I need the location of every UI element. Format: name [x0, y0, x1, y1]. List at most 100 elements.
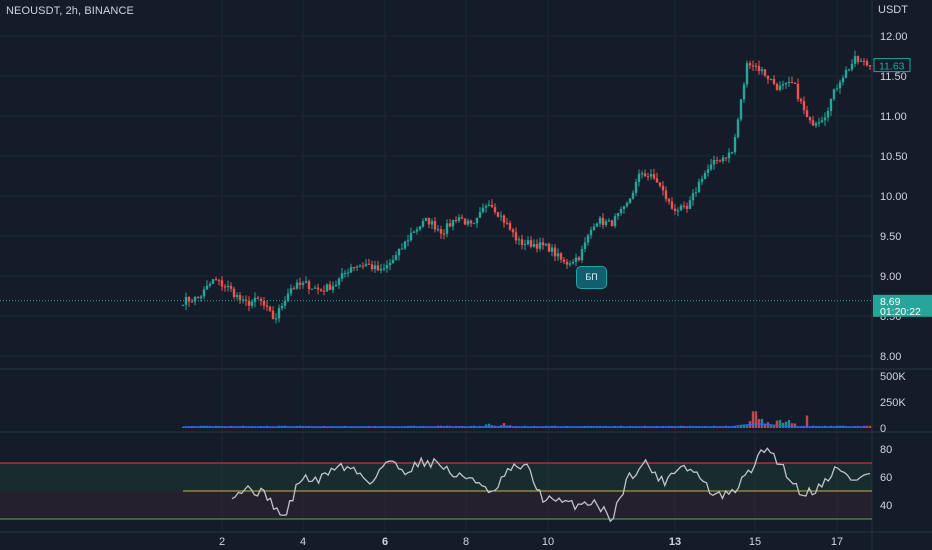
- candle: [211, 279, 215, 284]
- symbol-title[interactable]: NEOUSDT, 2h, BINANCE: [6, 5, 134, 17]
- candle: [643, 173, 647, 177]
- candle: [199, 296, 203, 299]
- candle: [358, 265, 362, 267]
- rsi-tick-label: 40: [880, 500, 892, 512]
- candle: [691, 193, 695, 201]
- candle: [208, 283, 212, 286]
- candle: [385, 265, 389, 269]
- candle: [394, 255, 398, 260]
- candle: [757, 66, 761, 72]
- volume-tick-label: 0: [880, 423, 886, 435]
- candle: [181, 304, 185, 306]
- candle: [670, 201, 674, 209]
- candle: [544, 243, 548, 246]
- candle: [340, 273, 344, 279]
- candle: [547, 243, 551, 252]
- volume-bar: [778, 419, 782, 428]
- candle: [382, 268, 386, 270]
- volume-bar: [256, 427, 260, 428]
- candle: [706, 169, 710, 173]
- candle: [661, 185, 665, 191]
- candle: [808, 117, 812, 121]
- countdown-label: 01:20:22: [880, 306, 921, 318]
- candle: [817, 122, 821, 124]
- candle: [310, 288, 314, 290]
- volume-bar: [859, 427, 863, 428]
- candle: [487, 204, 491, 207]
- rsi-band-upper: [0, 463, 872, 491]
- candle: [493, 206, 497, 213]
- candle: [598, 217, 602, 224]
- candle: [217, 280, 221, 282]
- volume-bar: [787, 420, 791, 428]
- candle: [622, 206, 626, 210]
- candle: [532, 244, 536, 247]
- candle: [325, 284, 329, 292]
- volume-bar: [370, 427, 374, 428]
- volume-bar: [616, 427, 620, 428]
- candle: [628, 198, 632, 203]
- candle: [466, 220, 470, 225]
- candle: [514, 232, 518, 241]
- candle: [859, 60, 863, 62]
- candle: [475, 217, 479, 224]
- candle: [520, 239, 524, 245]
- time-tick-label: 4: [300, 536, 306, 548]
- candle: [406, 240, 410, 242]
- volume-bar: [739, 425, 743, 428]
- candle: [655, 178, 659, 183]
- candle: [379, 268, 383, 271]
- candle: [424, 217, 428, 221]
- volume-bar: [775, 420, 779, 428]
- candle: [460, 217, 464, 219]
- candle: [448, 223, 452, 227]
- candle: [565, 261, 569, 265]
- candle: [418, 226, 422, 230]
- candle: [499, 215, 503, 217]
- candle: [679, 205, 683, 211]
- candle: [451, 219, 455, 227]
- annotation-label[interactable]: БП: [576, 266, 607, 289]
- rsi-line: [231, 447, 871, 523]
- candle: [745, 63, 749, 85]
- candle: [673, 208, 677, 211]
- price-tick-label: 11.50: [880, 71, 907, 83]
- candle: [202, 289, 206, 297]
- candle: [556, 253, 560, 257]
- volume-tick-label: 500K: [880, 371, 906, 383]
- candle: [637, 173, 641, 182]
- volume-tick-label: 250K: [880, 397, 906, 409]
- volume-bar: [868, 425, 872, 428]
- price-tick-label: 9.50: [880, 231, 901, 243]
- candle: [811, 120, 815, 126]
- candle: [298, 282, 302, 285]
- candle: [319, 289, 323, 291]
- candle: [715, 159, 719, 161]
- candle: [814, 123, 818, 126]
- candle: [850, 63, 854, 70]
- candle: [739, 99, 743, 120]
- candle: [478, 212, 482, 218]
- volume-bars: [181, 411, 872, 428]
- candle: [253, 297, 257, 302]
- candle: [274, 318, 278, 320]
- candle: [409, 232, 413, 241]
- candle: [292, 288, 296, 290]
- candle: [748, 63, 752, 66]
- candle: [625, 202, 629, 207]
- volume-bar: [850, 427, 854, 428]
- volume-bar: [658, 427, 662, 428]
- candle: [235, 295, 239, 298]
- candle: [289, 288, 293, 294]
- volume-bar: [487, 423, 491, 428]
- candle: [709, 164, 713, 170]
- candle: [685, 206, 689, 209]
- candle: [559, 253, 563, 260]
- time-tick-label: 13: [669, 536, 681, 548]
- candle: [457, 217, 461, 221]
- candle: [346, 272, 350, 274]
- candle: [523, 244, 527, 246]
- volume-bar: [520, 427, 524, 428]
- candle: [322, 290, 326, 292]
